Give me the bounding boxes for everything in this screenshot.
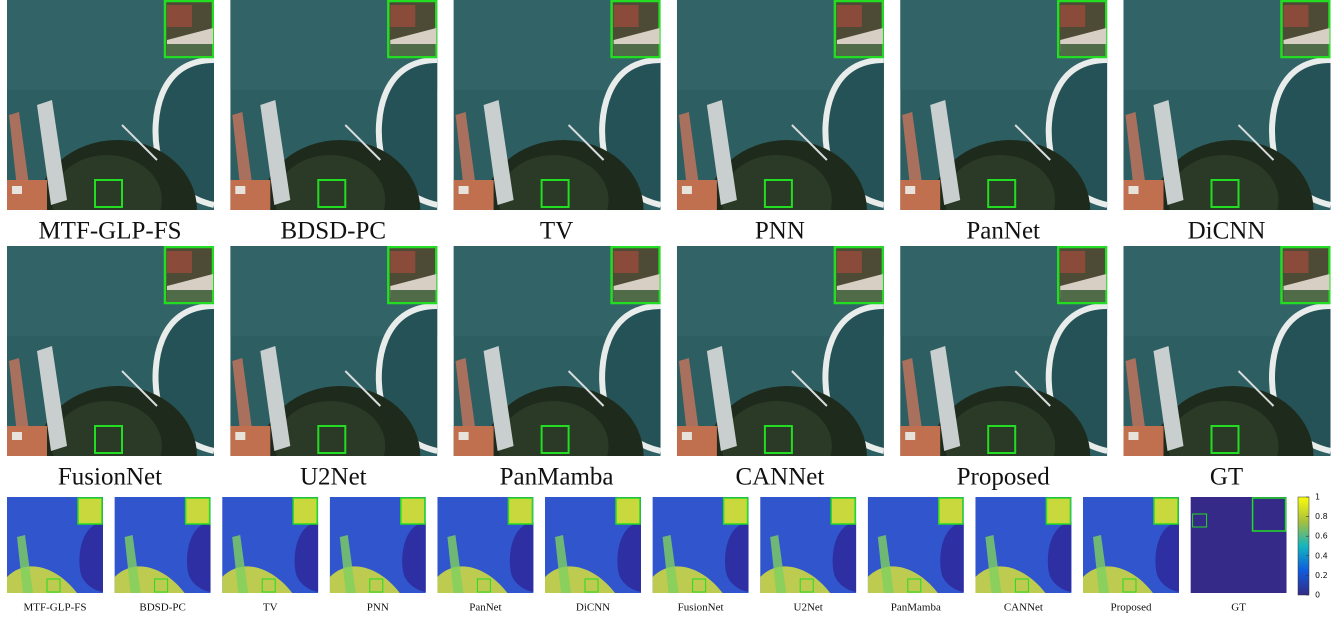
- error-map: [7, 497, 103, 593]
- error-map: [975, 497, 1071, 593]
- error-map: [330, 497, 426, 593]
- error-map-label: PanNet: [469, 602, 501, 614]
- error-map: [653, 497, 749, 593]
- error-map: [868, 497, 964, 593]
- method-label: Proposed: [957, 464, 1051, 491]
- method-label: MTF-GLP-FS: [38, 218, 181, 245]
- method-label: CANNet: [735, 464, 824, 491]
- method-label: TV: [540, 218, 573, 245]
- figure: MTF-GLP-FS BDSD-PC TV PNN PanNet DiCNN FusionN…: [0, 0, 1339, 619]
- method-label: U2Net: [300, 464, 367, 491]
- colorbar-tick-label: 0: [1315, 591, 1320, 600]
- colorbar-tick-label: 1: [1315, 493, 1320, 502]
- method-label: PanNet: [966, 218, 1040, 245]
- error-map-label: BDSD-PC: [139, 602, 185, 614]
- colorbar-tick-label: 0.2: [1315, 571, 1328, 580]
- colorbar-tick-label: 0.6: [1315, 532, 1328, 541]
- method-label: BDSD-PC: [281, 218, 387, 245]
- method-label: FusionNet: [58, 464, 162, 491]
- colorbar: [1298, 497, 1309, 595]
- method-label: DiCNN: [1188, 218, 1266, 245]
- error-map: [222, 497, 318, 593]
- method-label: PanMamba: [500, 464, 614, 491]
- error-map-label: GT: [1231, 602, 1246, 614]
- error-map-label: PNN: [367, 602, 389, 614]
- error-map-label: MTF-GLP-FS: [24, 602, 87, 614]
- error-map: [115, 497, 211, 593]
- error-map: [437, 497, 533, 593]
- error-map-label: U2Net: [794, 602, 823, 614]
- error-map: [1083, 497, 1179, 593]
- colorbar-tick-label: 0.8: [1315, 512, 1328, 521]
- error-map: [760, 497, 856, 593]
- error-map-label: DiCNN: [576, 602, 610, 614]
- error-map-label: TV: [263, 602, 278, 614]
- error-map-label: Proposed: [1111, 602, 1152, 614]
- error-map: [545, 497, 641, 593]
- method-label: PNN: [755, 218, 805, 245]
- error-map-label: CANNet: [1004, 602, 1043, 614]
- error-map-label: PanMamba: [891, 602, 941, 614]
- method-label: GT: [1210, 464, 1243, 491]
- error-map: [1191, 497, 1287, 593]
- colorbar-tick-label: 0.4: [1315, 551, 1328, 560]
- error-map-label: FusionNet: [678, 602, 724, 614]
